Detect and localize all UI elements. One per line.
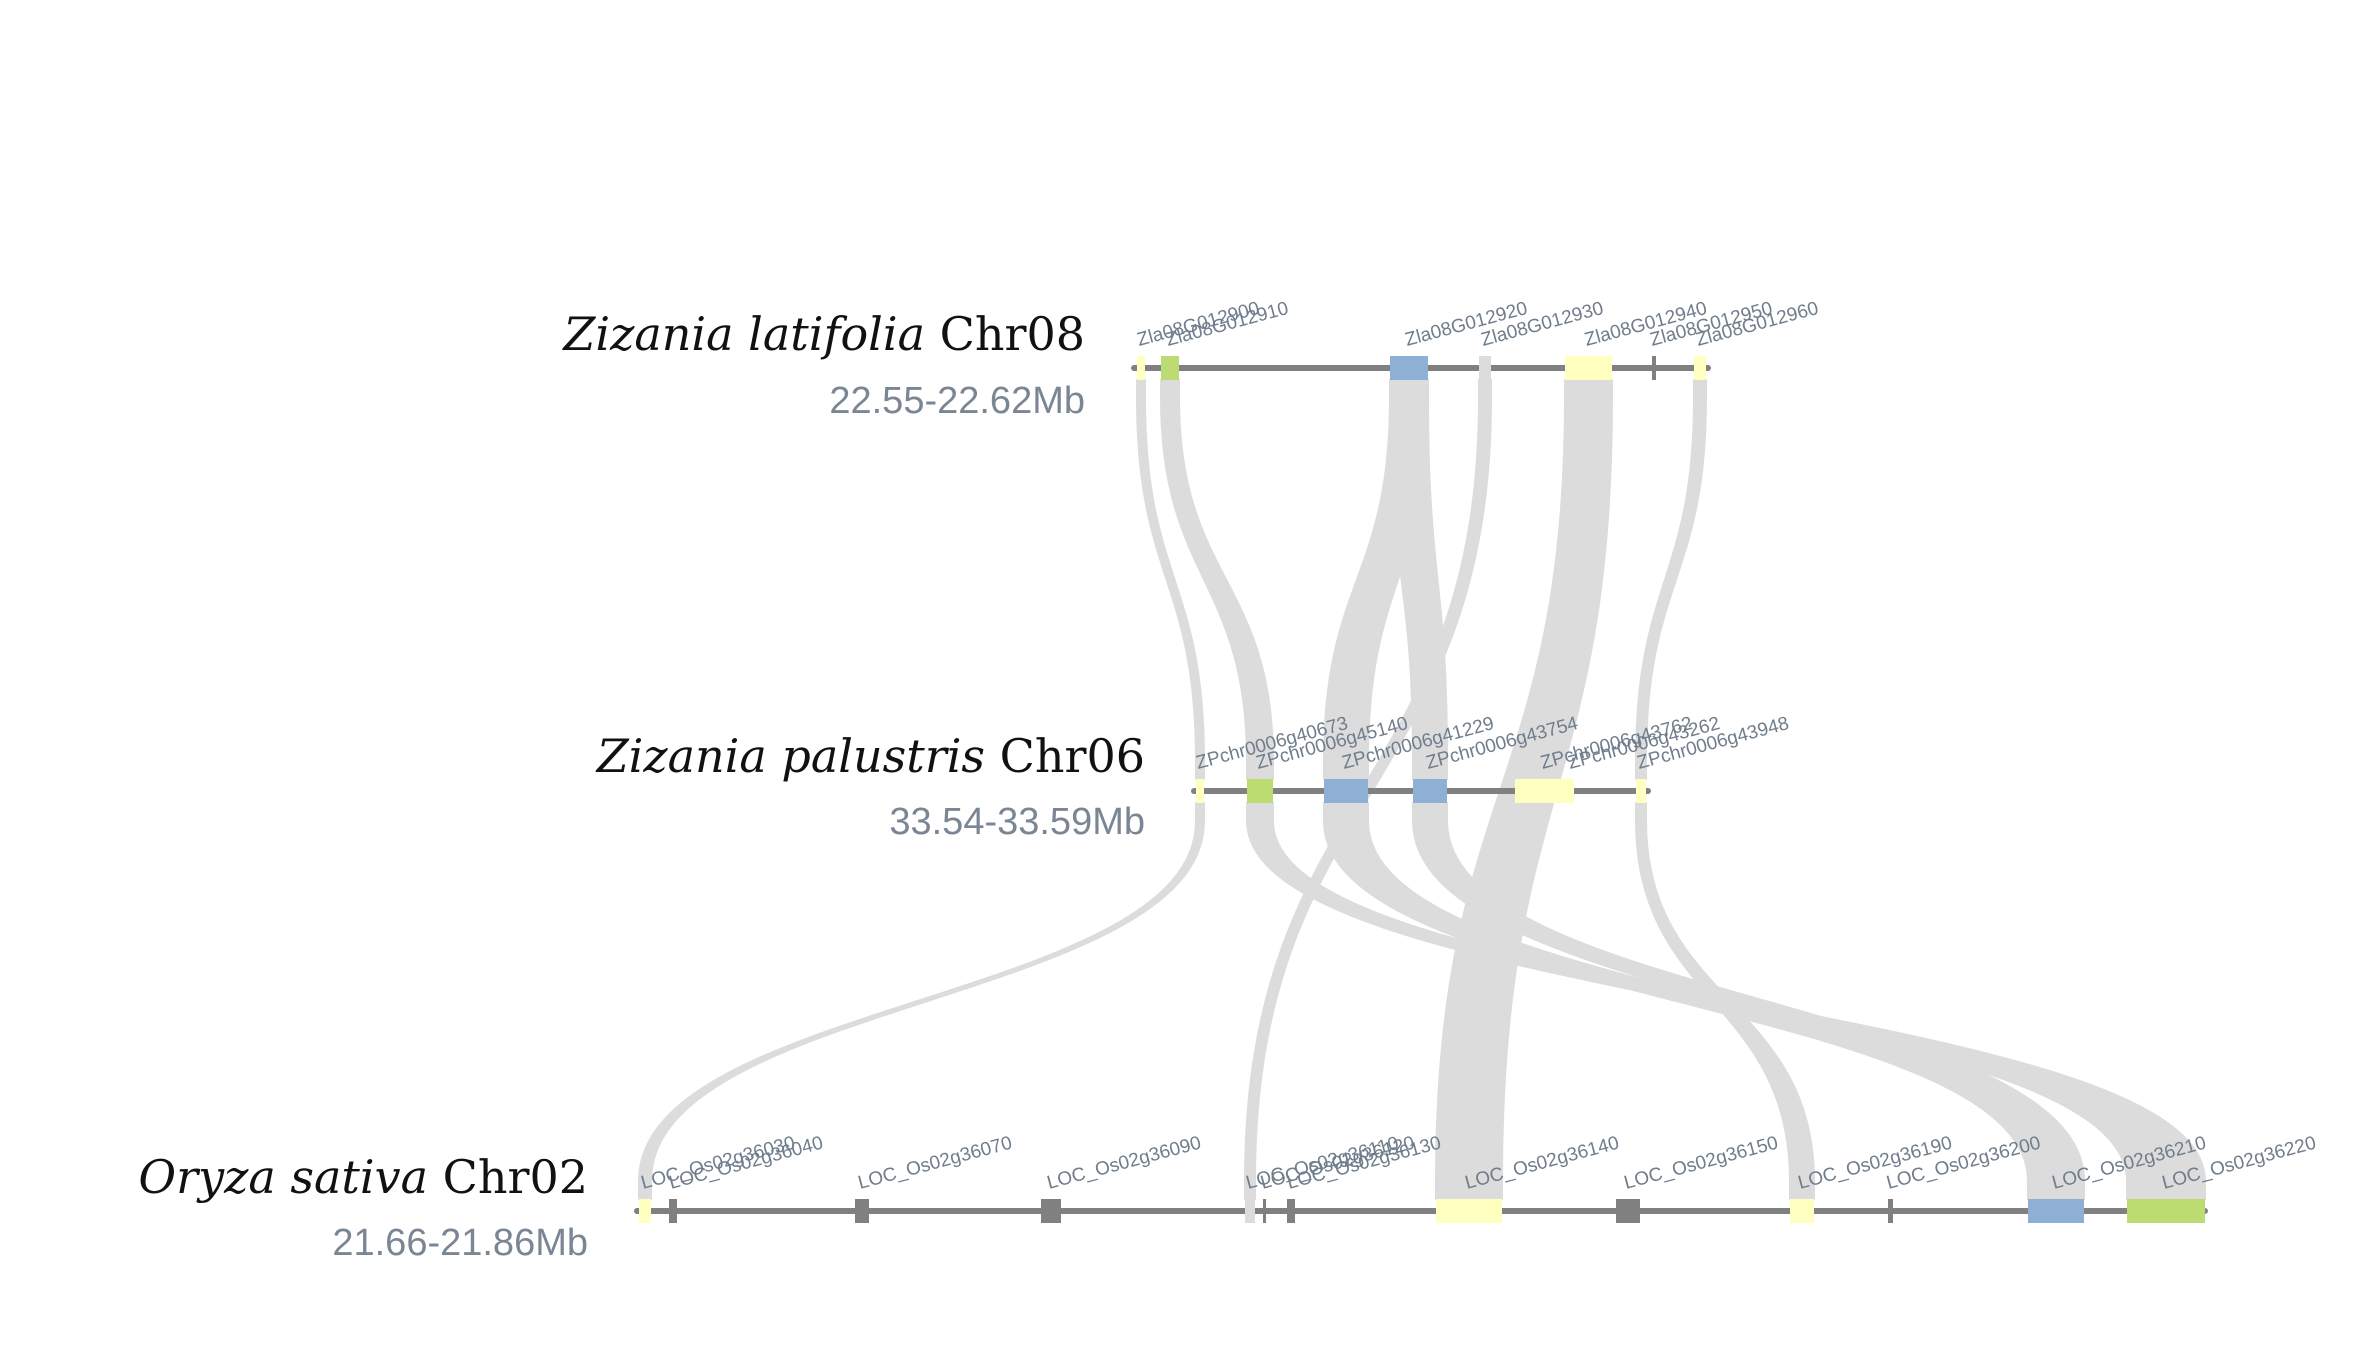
species-name: Zizania palustris — [595, 729, 985, 783]
synteny-link-zpchr0006g40673-to-loc-os02g36030 — [638, 802, 1205, 1200]
synteny-link-zla08g012910-to-zpchr0006g45140 — [1160, 379, 1274, 780]
track-oryza-sativa: Oryza sativa Chr02 21.66-21.86Mb LOC_Os02g… — [138, 1133, 2318, 1264]
gene-block-loc-os02g36110[interactable] — [1245, 1199, 1255, 1223]
species-title: Zizania latifolia Chr08 — [561, 307, 1085, 361]
gene-block-zla08g012910[interactable] — [1161, 356, 1179, 380]
genomic-range: 22.55-22.62Mb — [829, 380, 1085, 422]
track-zizania-palustris: Zizania palustris Chr0633.54-33.59MbZPch… — [595, 713, 1792, 843]
gene-block-loc-os02g36140[interactable] — [1436, 1199, 1502, 1223]
gene-block-loc-os02g36150[interactable] — [1616, 1199, 1640, 1223]
gene-block-loc-os02g36040[interactable] — [669, 1199, 677, 1223]
gene-block-zla08g012920[interactable] — [1390, 356, 1428, 380]
gene-block-zpchr0006g40673[interactable] — [1196, 779, 1204, 803]
synteny-link-zpchr0006g43948-to-loc-os02g36190 — [1635, 802, 1815, 1200]
gene-block-loc-os02g36220[interactable] — [2127, 1199, 2205, 1223]
gene-block-loc-os02g36130[interactable] — [1287, 1199, 1295, 1223]
gene-block-zla08g012950[interactable] — [1652, 356, 1656, 380]
gene-label-loc-os02g36070: LOC_Os02g36070 — [856, 1133, 1014, 1194]
gene-block-loc-os02g36210[interactable] — [2028, 1199, 2084, 1223]
chromosome-name: Chr02 — [428, 1150, 588, 1204]
gene-block-zla08g012930[interactable] — [1479, 356, 1491, 380]
gene-block-zpchr0006g43754[interactable] — [1413, 779, 1447, 803]
gene-block-loc-os02g36090[interactable] — [1041, 1199, 1061, 1223]
gene-block-zpchr0006g43948[interactable] — [1636, 779, 1646, 803]
chromosome-name: Chr06 — [985, 729, 1145, 783]
track-zizania-latifolia: Zizania latifolia Chr0822.55-22.62MbZla0… — [561, 298, 1820, 422]
gene-block-loc-os02g36030[interactable] — [639, 1199, 651, 1223]
chromosome-name: Chr08 — [925, 307, 1085, 361]
genomic-range: 33.54-33.59Mb — [889, 801, 1145, 843]
gene-block-zpchr0006g43262[interactable] — [1570, 779, 1574, 803]
species-title: Zizania palustris Chr06 — [595, 729, 1145, 783]
gene-block-zla08g012940[interactable] — [1565, 356, 1612, 380]
gene-block-zla08g012960[interactable] — [1694, 356, 1706, 380]
gene-block-zla08g012900[interactable] — [1137, 356, 1145, 380]
gene-block-zpchr0006g41229[interactable] — [1324, 779, 1368, 803]
species-name: Oryza sativa — [138, 1150, 428, 1204]
gene-label-loc-os02g36090: LOC_Os02g36090 — [1045, 1133, 1203, 1194]
gene-block-loc-os02g36190[interactable] — [1790, 1199, 1814, 1223]
species-title: Oryza sativa Chr02 — [138, 1150, 588, 1204]
gene-block-loc-os02g36200[interactable] — [1888, 1199, 1893, 1223]
gene-block-loc-os02g36120[interactable] — [1263, 1199, 1266, 1223]
genomic-range: 21.66-21.86Mb — [332, 1222, 588, 1264]
species-name: Zizania latifolia — [561, 307, 925, 361]
gene-block-zpchr0006g43762[interactable] — [1515, 779, 1574, 803]
gene-block-zpchr0006g45140[interactable] — [1247, 779, 1273, 803]
gene-label-loc-os02g36150: LOC_Os02g36150 — [1622, 1133, 1780, 1194]
chromosome-tracks: Zizania latifolia Chr0822.55-22.62MbZla0… — [138, 298, 2318, 1264]
gene-block-loc-os02g36070[interactable] — [855, 1199, 869, 1223]
